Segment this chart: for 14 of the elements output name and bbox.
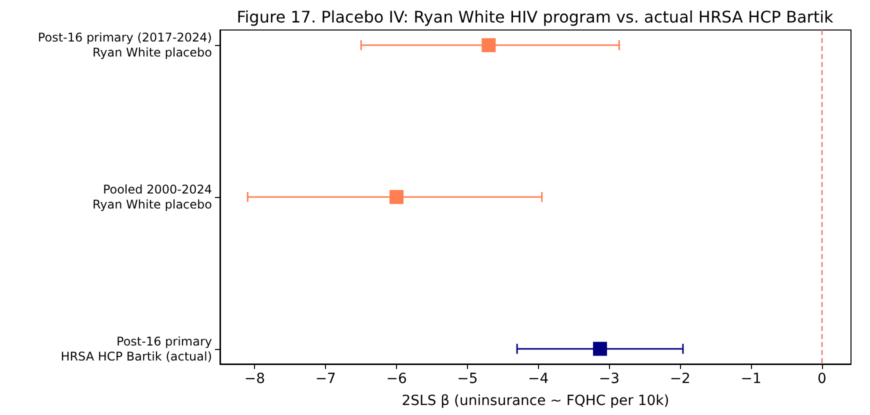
x-tick-label: −4 (528, 371, 549, 387)
x-tick-label: −8 (244, 371, 266, 387)
chart-title: Figure 17. Placebo IV: Ryan White HIV program vs. actual HRSA HCP Bartik (236, 8, 834, 26)
x-tick-label: −1 (740, 371, 762, 387)
y-tick-label: Post-16 primary HRSA HCP Bartik (actual) (60, 334, 212, 364)
x-tick-label: −5 (457, 371, 478, 387)
y-tick-label: Pooled 2000-2024 Ryan White placebo (92, 182, 212, 212)
x-axis-title: 2SLS β (uninsurance ~ FQHC per 10k) (402, 393, 670, 409)
y-tick-label: Post-16 primary (2017-2024) Ryan White placebo (38, 30, 212, 60)
x-tick-label: −3 (598, 371, 620, 387)
x-tick-label: −6 (386, 371, 407, 387)
x-tick-label: −2 (670, 371, 690, 387)
x-tick-label: 0 (817, 371, 826, 387)
x-tick-label: −7 (315, 371, 336, 387)
